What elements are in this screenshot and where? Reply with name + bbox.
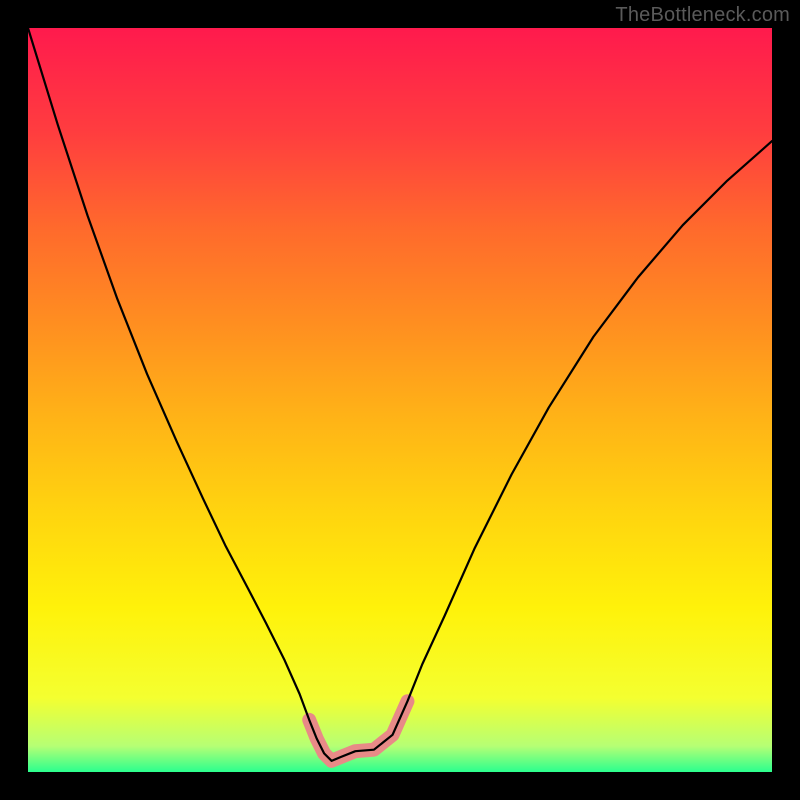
chart-plot-area: [28, 28, 772, 772]
chart-svg: [28, 28, 772, 772]
curve-main: [28, 28, 772, 761]
watermark-text: TheBottleneck.com: [615, 4, 790, 27]
